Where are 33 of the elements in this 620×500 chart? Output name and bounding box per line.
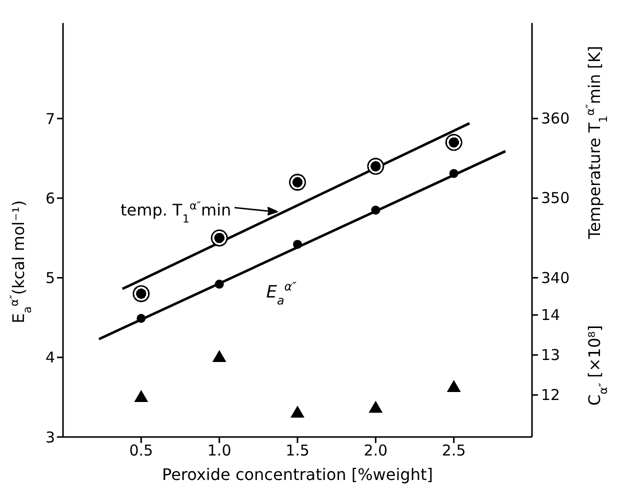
annotation: temp. T$_{1}$$^{α″}$min (120, 199, 232, 226)
y2-tick-label: 360 (541, 110, 570, 128)
y-tick-label: 7 (45, 110, 55, 128)
point (132, 285, 150, 302)
x-tick-label: 2.5 (442, 442, 466, 460)
y-tick-label: 6 (45, 189, 55, 208)
x-tick-label: 1.5 (286, 442, 310, 460)
point (293, 240, 302, 249)
point (212, 350, 226, 362)
point (445, 134, 462, 151)
y3-tick-label: 14 (541, 306, 560, 324)
point (290, 406, 304, 418)
y2-tick-label: 350 (541, 189, 570, 208)
point (210, 229, 228, 246)
y-tick-label: 4 (45, 348, 55, 367)
point (136, 314, 146, 323)
x-axis-title: Peroxide concentration [%weight] (162, 465, 433, 484)
point (449, 168, 458, 178)
y3-tick-label: 12 (541, 386, 560, 404)
point (368, 400, 383, 413)
y3-tick-label: 13 (541, 346, 560, 364)
point (371, 206, 380, 215)
point (446, 380, 461, 392)
x-tick-label: 2.0 (364, 442, 388, 460)
y-tick-label: 5 (45, 269, 55, 288)
x-tick-label: 1.0 (207, 442, 232, 460)
y2-tick-label: 340 (541, 268, 570, 287)
x-tick-label: 0.5 (129, 442, 154, 460)
point (134, 390, 148, 402)
point (289, 174, 306, 191)
y-tick-label: 3 (45, 428, 55, 446)
point (367, 158, 384, 175)
point (214, 280, 224, 289)
